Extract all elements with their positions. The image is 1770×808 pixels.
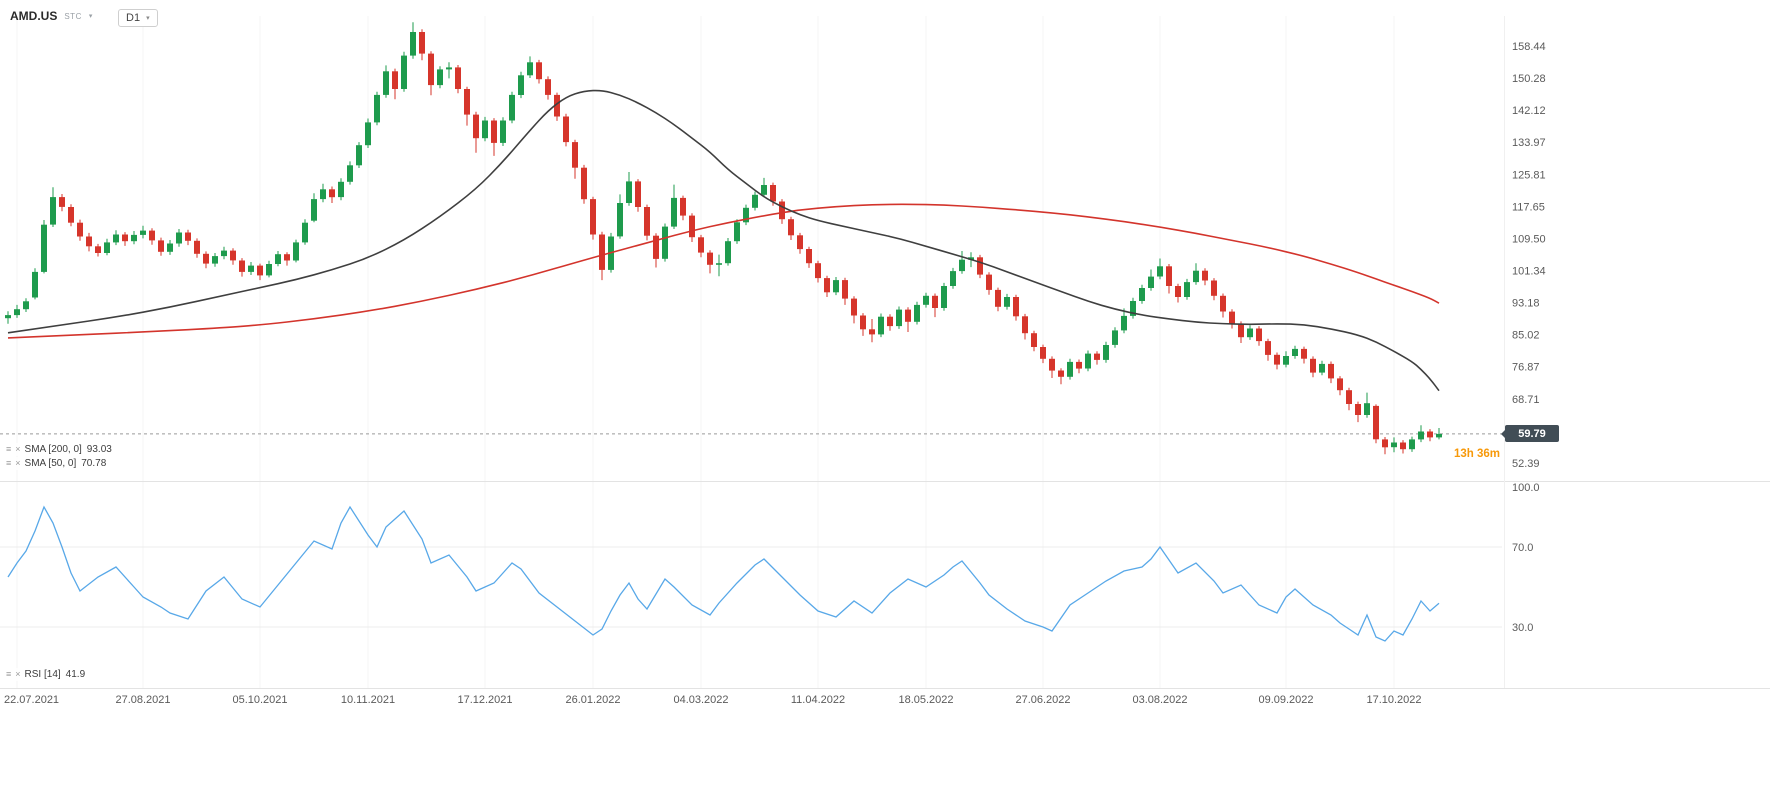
rsi-label: RSI [14]: [24, 669, 61, 680]
svg-text:04.03.2022: 04.03.2022: [673, 694, 728, 706]
svg-text:52.39: 52.39: [1512, 458, 1540, 470]
svg-text:27.06.2022: 27.06.2022: [1015, 694, 1070, 706]
svg-text:03.08.2022: 03.08.2022: [1132, 694, 1187, 706]
market-label: STC: [64, 11, 82, 21]
svg-text:109.50: 109.50: [1512, 233, 1546, 245]
candle-countdown-timer: 13h 36m: [1453, 447, 1500, 460]
indicator-remove-icon[interactable]: ×: [15, 669, 21, 679]
symbol-label[interactable]: AMD.US: [10, 9, 58, 23]
svg-text:85.02: 85.02: [1512, 330, 1540, 342]
svg-text:100.0: 100.0: [1512, 482, 1540, 494]
indicator-menu-icon[interactable]: ≡: [6, 444, 12, 454]
current-price-badge: 59.79: [1501, 425, 1559, 443]
svg-text:125.81: 125.81: [1512, 169, 1546, 181]
indicator-row-sma50: ≡ × SMA [50, 0] 70.78: [4, 457, 111, 470]
indicator-remove-icon[interactable]: ×: [15, 458, 21, 468]
svg-text:158.44: 158.44: [1512, 41, 1546, 53]
svg-text:150.28: 150.28: [1512, 73, 1546, 85]
svg-text:09.09.2022: 09.09.2022: [1258, 694, 1313, 706]
svg-text:22.07.2021: 22.07.2021: [4, 694, 59, 706]
indicator-row-rsi: ≡ × RSI [14] 41.9: [4, 668, 90, 681]
svg-text:117.65: 117.65: [1512, 201, 1545, 213]
indicator-menu-icon[interactable]: ≡: [6, 669, 12, 679]
chevron-down-icon[interactable]: ▾: [88, 13, 93, 20]
svg-text:76.87: 76.87: [1512, 362, 1540, 374]
sma200-label: SMA [200, 0]: [24, 444, 82, 455]
sma50-label: SMA [50, 0]: [24, 458, 77, 469]
svg-text:18.05.2022: 18.05.2022: [898, 694, 953, 706]
chevron-down-icon: ▾: [146, 15, 150, 22]
svg-text:70.0: 70.0: [1512, 542, 1533, 554]
svg-text:17.12.2021: 17.12.2021: [457, 694, 512, 706]
svg-text:11.04.2022: 11.04.2022: [791, 694, 845, 706]
instrument-header[interactable]: AMD.US STC ▾: [10, 9, 92, 23]
rsi-value: 41.9: [65, 669, 86, 680]
svg-text:30.0: 30.0: [1512, 622, 1533, 634]
svg-text:17.10.2022: 17.10.2022: [1366, 694, 1421, 706]
sma50-value: 70.78: [81, 458, 107, 469]
timeframe-dropdown[interactable]: D1 ▾: [118, 9, 158, 27]
timeframe-value: D1: [126, 12, 141, 24]
svg-text:93.18: 93.18: [1512, 298, 1540, 310]
indicator-remove-icon[interactable]: ×: [15, 444, 21, 454]
svg-text:26.01.2022: 26.01.2022: [565, 694, 620, 706]
indicator-row-sma200: ≡ × SMA [200, 0] 93.03: [4, 443, 116, 456]
svg-text:05.10.2021: 05.10.2021: [232, 694, 287, 706]
svg-text:10.11.2021: 10.11.2021: [341, 694, 395, 706]
svg-text:133.97: 133.97: [1512, 137, 1546, 149]
svg-text:101.34: 101.34: [1512, 266, 1546, 278]
svg-text:68.71: 68.71: [1512, 394, 1540, 406]
svg-text:27.08.2021: 27.08.2021: [115, 694, 170, 706]
svg-text:142.12: 142.12: [1512, 105, 1546, 117]
sma200-value: 93.03: [86, 444, 112, 455]
indicator-menu-icon[interactable]: ≡: [6, 458, 12, 468]
